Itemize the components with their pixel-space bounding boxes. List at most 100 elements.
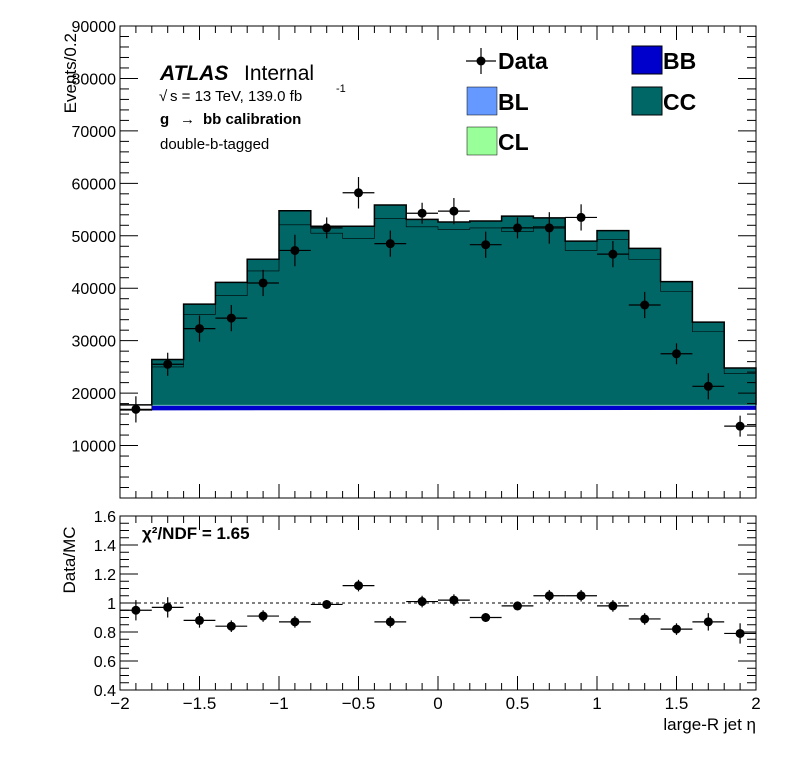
lower-y-tick-label: 1.2	[94, 567, 116, 584]
energy-label: s = 13 TeV, 139.0 fb	[170, 88, 302, 105]
data-point	[385, 239, 395, 249]
ratio-point	[163, 602, 173, 612]
ratio-point	[354, 581, 363, 591]
lower-y-tick-label: 1.4	[94, 538, 116, 555]
data-point	[449, 206, 459, 216]
energy-superscript: -1	[336, 83, 346, 95]
data-point	[703, 381, 713, 391]
x-tick-label: −2	[110, 694, 129, 713]
legend-label-cl: CL	[498, 129, 529, 155]
x-tick-label: 0.5	[506, 694, 530, 713]
ratio-point	[576, 591, 586, 601]
ratio-point	[290, 617, 300, 627]
legend-entry-bb: BB	[631, 45, 696, 75]
x-tick-label: 1	[592, 694, 601, 713]
ratio-point	[195, 615, 204, 625]
legend-label-bb: BB	[663, 48, 696, 74]
data-points	[120, 177, 756, 437]
ratio-points	[120, 579, 756, 644]
upper-y-tick-label: 40000	[72, 281, 117, 298]
ratio-point	[481, 613, 491, 622]
x-tick-label: 2	[751, 694, 760, 713]
ratio-point	[513, 601, 522, 611]
data-point	[544, 223, 554, 233]
data-point	[417, 208, 427, 218]
atlas-label: ATLAS	[159, 62, 228, 85]
upper-y-tick-label: 50000	[72, 229, 117, 246]
data-point	[640, 300, 650, 310]
lower-frame	[119, 515, 757, 691]
lower-y-tick-label: 0.4	[94, 683, 116, 700]
upper-y-tick-label: 30000	[72, 334, 117, 351]
data-point	[131, 404, 141, 414]
data-point	[290, 245, 300, 255]
data-point	[735, 421, 745, 431]
x-tick-label: −1.5	[183, 694, 217, 713]
data-point	[163, 359, 173, 369]
upper-y-tick-label: 20000	[72, 386, 117, 403]
data-point	[608, 249, 618, 259]
data-point	[354, 188, 363, 198]
lower-y-tick-label: 0.6	[94, 654, 116, 671]
data-point	[195, 324, 204, 334]
ratio-point	[449, 595, 459, 605]
upper-y-axis-label: Events/0.2	[61, 33, 80, 113]
x-tick-label: 0	[433, 694, 442, 713]
bb-outline	[120, 218, 757, 411]
upper-axes: 10000 20000 30000 40000 50000 60000 70000 80000…	[72, 19, 757, 498]
ratio-point	[544, 591, 554, 601]
x-axis-label: large-R jet η	[663, 715, 756, 734]
calib-g: g	[160, 111, 169, 128]
ratio-point	[131, 605, 141, 615]
upper-y-tick-label: 90000	[72, 19, 117, 36]
x-tick-label: −1	[269, 694, 288, 713]
legend-entry-cl: CL	[466, 126, 529, 156]
lower-y-tick-label: 1	[107, 596, 116, 613]
upper-y-tick-label: 60000	[72, 176, 117, 193]
legend-entry-cc: CC	[631, 86, 696, 116]
stacked-histograms	[120, 204, 757, 411]
ratio-point	[672, 624, 681, 634]
legend-entry-bl: BL	[466, 86, 529, 116]
upper-y-tick-label: 10000	[72, 439, 117, 456]
legend-swatch-bl	[466, 86, 498, 116]
ratio-point	[703, 617, 713, 627]
sqrt-symbol: √	[159, 88, 168, 105]
chi2-label: χ²/NDF = 1.65	[142, 524, 250, 543]
ratio-point	[640, 614, 650, 624]
data-point	[322, 223, 332, 233]
lower-y-axis-label: Data/MC	[60, 526, 79, 593]
ratio-point	[226, 621, 236, 631]
data-point	[481, 240, 491, 250]
data-point	[672, 349, 681, 359]
legend-data-marker	[476, 56, 486, 66]
x-tick-label: 1.5	[665, 694, 689, 713]
lower-y-tick-label: 1.6	[94, 509, 116, 526]
legend-entry-data: Data	[466, 48, 548, 74]
legend-label-bl: BL	[498, 89, 529, 115]
ratio-point	[258, 611, 268, 621]
legend-swatch-cl	[466, 126, 498, 156]
lower-y-tick-label: 0.8	[94, 625, 116, 642]
legend-label-data: Data	[498, 48, 548, 74]
data-point	[513, 223, 522, 233]
tag-label: double-b-tagged	[160, 136, 269, 153]
ratio-point	[385, 617, 395, 627]
legend-swatch-bb	[631, 45, 663, 75]
calib-arrow: →	[180, 111, 195, 128]
ratio-point	[608, 601, 618, 611]
data-point	[258, 278, 268, 288]
ratio-point	[322, 599, 332, 609]
upper-y-tick-label: 80000	[72, 71, 117, 88]
calib-label: bb calibration	[203, 111, 301, 128]
data-point	[226, 313, 236, 323]
legend-swatch-cc	[631, 86, 663, 116]
internal-label: Internal	[244, 62, 314, 85]
data-point	[576, 212, 586, 222]
ratio-point	[417, 597, 427, 607]
upper-frame	[119, 25, 757, 499]
x-tick-label: −0.5	[342, 694, 376, 713]
legend-label-cc: CC	[663, 89, 696, 115]
legend: Data BB BL CC CL	[466, 45, 696, 156]
